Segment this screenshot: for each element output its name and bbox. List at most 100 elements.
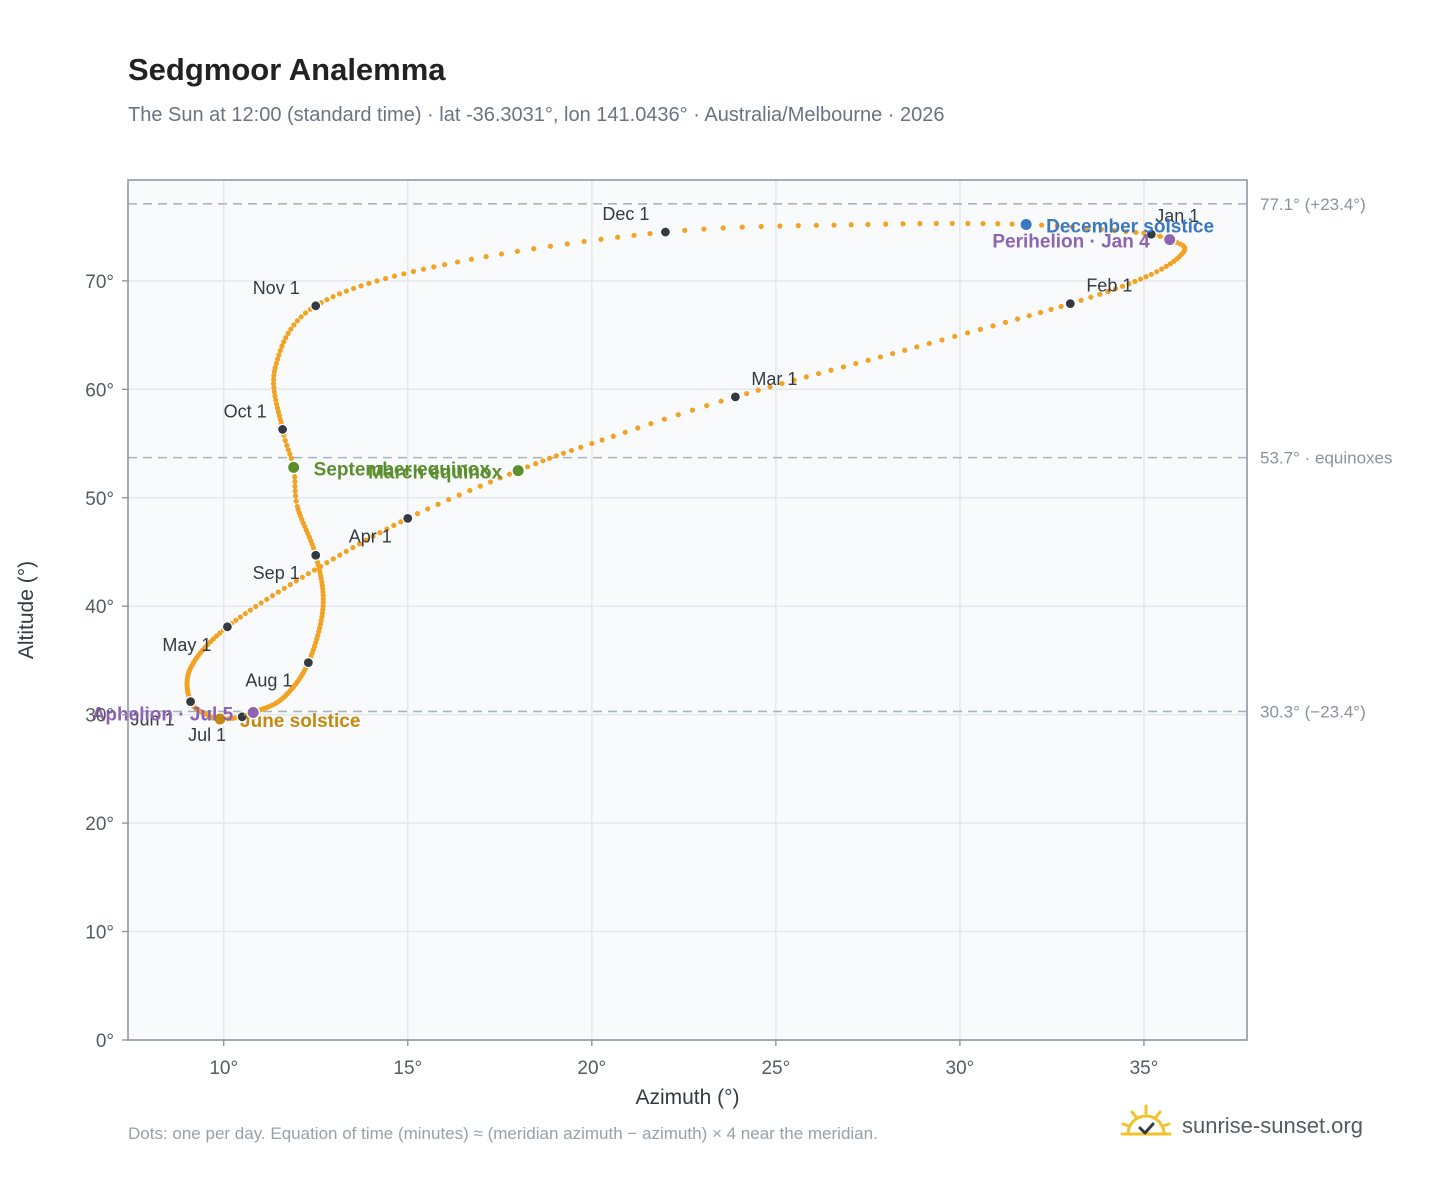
daily-dot	[291, 322, 297, 328]
daily-dot	[483, 253, 489, 260]
daily-dot	[420, 266, 427, 272]
daily-dot	[446, 496, 452, 503]
daily-dot	[540, 458, 546, 464]
daily-dot	[273, 360, 279, 367]
daily-dot	[302, 310, 309, 316]
daily-dot	[343, 548, 349, 554]
daily-dot	[285, 330, 291, 336]
daily-dot	[311, 567, 318, 573]
daily-dot	[272, 393, 278, 399]
daily-dot	[647, 230, 653, 237]
month-label: Jun 1	[131, 710, 175, 730]
daily-dot	[391, 273, 398, 279]
key-point-label: Aphelion · Jul 5	[92, 704, 234, 725]
sun-check-icon	[1120, 1104, 1172, 1149]
plot-area	[128, 180, 1247, 1040]
daily-dot	[648, 421, 654, 427]
reference-line-label: 30.3° (−23.4°)	[1260, 702, 1366, 721]
daily-dot	[299, 574, 305, 580]
y-tick-label: 10°	[85, 923, 114, 944]
daily-dot	[1026, 313, 1032, 319]
daily-dot	[578, 444, 584, 450]
daily-dot	[599, 437, 605, 443]
daily-dot	[294, 503, 300, 510]
daily-dot	[366, 280, 372, 286]
chart-title: Sedgmoor Analemma	[128, 52, 446, 87]
key-point-label: December solstice	[1046, 216, 1214, 237]
daily-dot	[865, 357, 871, 363]
daily-dot	[350, 285, 357, 292]
daily-dot	[755, 387, 761, 393]
daily-dot	[282, 437, 288, 444]
daily-dot	[292, 483, 298, 489]
daily-dot	[900, 221, 906, 227]
daily-dot	[758, 223, 764, 230]
daily-dot	[1167, 261, 1173, 267]
daily-dot	[952, 333, 958, 340]
daily-dot	[271, 385, 277, 391]
daily-dot	[546, 455, 553, 461]
key-point-marker	[1162, 232, 1177, 247]
daily-dot	[283, 334, 289, 341]
daily-dot	[275, 409, 282, 415]
daily-dot	[233, 617, 239, 623]
month-label: Aug 1	[245, 671, 292, 691]
daily-dot	[391, 522, 397, 528]
key-point-label: September equinox	[314, 459, 491, 480]
month-label: Mar 1	[751, 369, 797, 389]
daily-dot	[398, 519, 404, 525]
daily-dot	[383, 275, 389, 282]
daily-dot	[271, 381, 277, 387]
daily-dot	[581, 238, 587, 245]
daily-dot	[1002, 319, 1009, 326]
daily-dot	[276, 352, 282, 358]
daily-dot	[284, 442, 290, 448]
daily-dot	[777, 223, 783, 229]
daily-dot	[285, 447, 291, 453]
key-point-label: March equinox	[368, 463, 503, 484]
chart-subtitle: The Sun at 12:00 (standard time) · lat -…	[128, 104, 945, 126]
key-point-label: June solstice	[240, 711, 360, 732]
daily-dot	[1123, 228, 1129, 235]
daily-dot	[779, 380, 785, 387]
daily-dot	[217, 630, 223, 636]
daily-dot	[914, 344, 920, 350]
daily-dot	[242, 610, 248, 617]
daily-dot	[877, 354, 884, 360]
daily-dot	[689, 407, 696, 413]
y-axis-label: Altitude (°)	[15, 561, 38, 659]
y-tick-label: 70°	[85, 272, 114, 293]
x-tick-label: 20°	[577, 1058, 606, 1079]
month-marker	[310, 549, 322, 561]
daily-dot	[288, 326, 294, 332]
daily-dot	[273, 397, 279, 403]
daily-dot	[917, 221, 923, 227]
x-tick-label: 15°	[393, 1058, 422, 1079]
daily-dot	[964, 330, 971, 336]
axes: 10° 15° 20° 25° 30° 35° 0° 10° 20° 30° 40° 50° 60° 70…	[15, 272, 1158, 1109]
daily-dot	[902, 347, 908, 353]
daily-dot	[1037, 309, 1044, 316]
daily-dot	[287, 451, 293, 457]
daily-dot	[1112, 286, 1119, 292]
daily-dot	[739, 224, 745, 230]
daily-dot	[718, 398, 724, 404]
daily-dot	[377, 530, 383, 536]
x-axis-label: Azimuth (°)	[635, 1086, 739, 1109]
daily-dot	[273, 401, 280, 407]
daily-dot	[1054, 223, 1060, 229]
daily-dot	[324, 560, 330, 566]
daily-dot	[1039, 222, 1045, 228]
key-point-label: Perihelion · Jan 4	[992, 232, 1150, 253]
daily-dot	[1098, 226, 1104, 232]
daily-dot	[831, 222, 837, 228]
x-tick-label: 35°	[1130, 1058, 1159, 1079]
daily-dot	[622, 429, 628, 435]
daily-dot	[980, 220, 986, 227]
daily-dot	[631, 232, 637, 238]
daily-dot	[883, 221, 889, 227]
daily-dot	[803, 374, 809, 380]
brand[interactable]: sunrise-sunset.org	[1120, 1104, 1363, 1148]
daily-dot	[330, 294, 336, 300]
daily-dot	[560, 450, 567, 456]
